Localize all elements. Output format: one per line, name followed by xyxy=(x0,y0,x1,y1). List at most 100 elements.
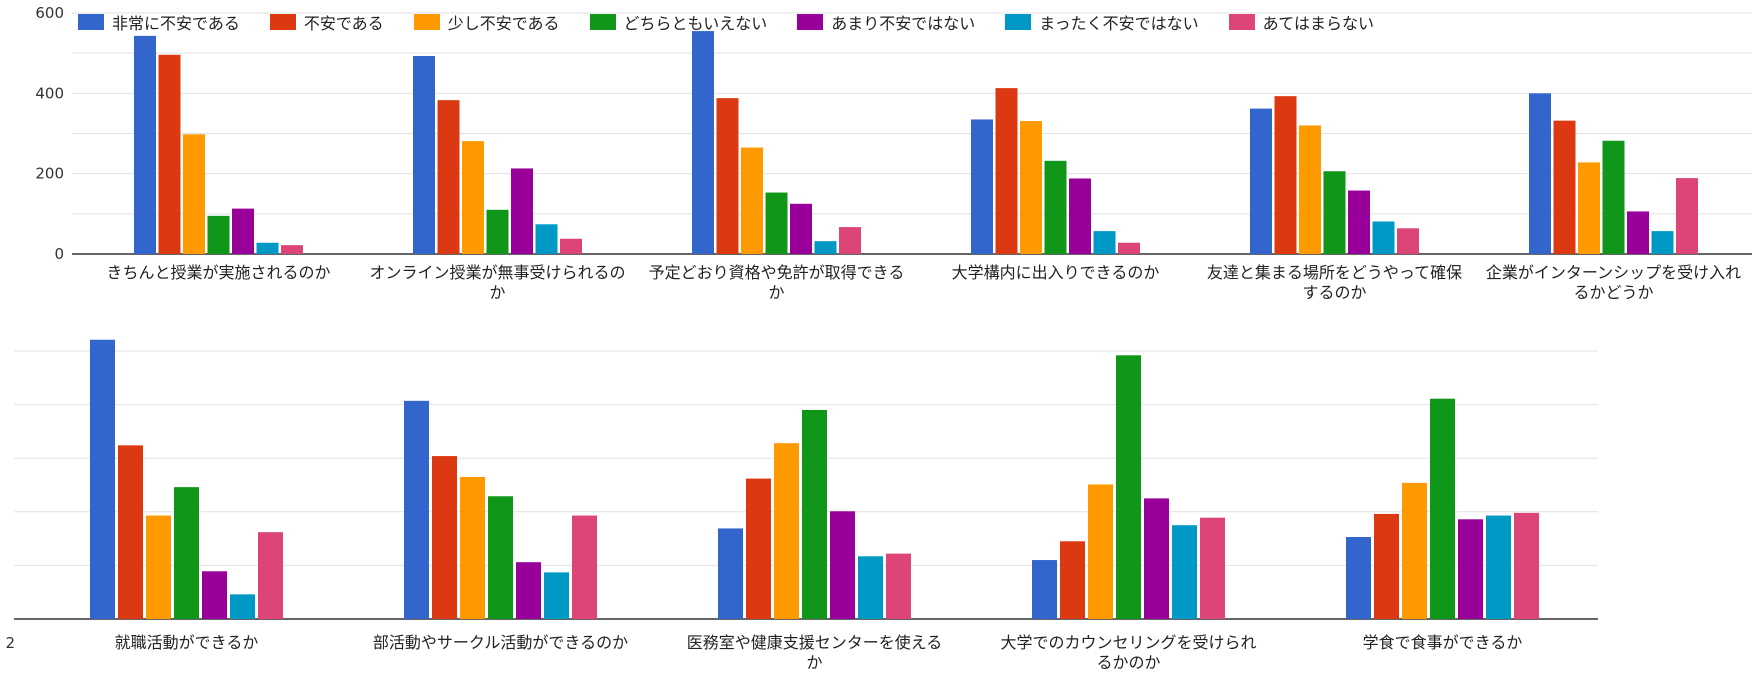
x-category-label: 医務室や健康支援センターを使える xyxy=(687,633,943,652)
bar xyxy=(462,141,484,254)
x-category-label: 大学でのカウンセリングを受けられ xyxy=(1000,633,1256,652)
legend-item: まったく不安ではない xyxy=(1005,10,1199,34)
legend-swatch xyxy=(413,14,440,30)
legend-label: 非常に不安である xyxy=(112,14,240,33)
bar xyxy=(1172,525,1197,619)
bar xyxy=(1651,231,1674,254)
legend-item: どちらともいえない xyxy=(589,10,768,34)
bar xyxy=(995,88,1018,254)
bar xyxy=(1093,231,1116,254)
x-category-label: か xyxy=(489,283,505,302)
bar xyxy=(741,147,763,254)
bar xyxy=(486,209,509,254)
x-category-label: 友達と集まる場所をどうやって確保 xyxy=(1207,263,1462,282)
bar xyxy=(1044,160,1067,254)
legend-label: どちらともいえない xyxy=(623,14,768,33)
bar xyxy=(202,571,227,619)
legend-label: まったく不安ではない xyxy=(1039,14,1199,33)
x-category-label: 学食で食事ができるか xyxy=(1363,633,1523,652)
legend-item: 非常に不安である xyxy=(78,10,240,34)
y-tick-label: 200 xyxy=(35,165,64,183)
bar xyxy=(1069,178,1091,254)
bar xyxy=(511,168,533,254)
bar xyxy=(1627,211,1649,254)
bar xyxy=(746,478,771,619)
bar xyxy=(1088,484,1113,619)
legend-swatch xyxy=(269,14,296,30)
bar xyxy=(1250,108,1272,254)
bar xyxy=(230,594,255,619)
legend-item: あてはまらない xyxy=(1228,10,1374,34)
bar xyxy=(1032,560,1057,619)
bar xyxy=(207,215,230,254)
bar xyxy=(1374,513,1399,619)
bar xyxy=(256,242,279,254)
y-tick-label: 2 xyxy=(5,634,15,652)
legend-swatch xyxy=(1005,14,1032,30)
bar xyxy=(232,208,254,254)
bar xyxy=(1274,96,1297,255)
x-category-label: するのか xyxy=(1302,283,1366,302)
bar xyxy=(790,203,812,254)
bar xyxy=(839,227,861,254)
bar xyxy=(1200,517,1225,619)
bar xyxy=(437,100,460,254)
bar xyxy=(1430,398,1455,619)
x-category-label: オンライン授業が無事受けられるの xyxy=(369,263,625,282)
bar xyxy=(1458,519,1483,619)
x-category-label: るかどうか xyxy=(1573,283,1653,302)
bar xyxy=(432,456,457,619)
legend-label: あてはまらない xyxy=(1262,14,1374,33)
bar xyxy=(146,515,171,619)
bar xyxy=(814,241,837,254)
bar xyxy=(1578,162,1600,254)
bar xyxy=(1529,93,1551,254)
legend-item: 少し不安である xyxy=(413,10,560,34)
bar xyxy=(1346,536,1371,619)
bar xyxy=(281,245,303,254)
bar xyxy=(488,496,513,619)
bar xyxy=(118,445,143,619)
bar xyxy=(886,553,911,619)
legend-label: 少し不安である xyxy=(447,14,560,33)
legend-swatch xyxy=(797,14,824,30)
bar xyxy=(516,562,541,619)
bar xyxy=(774,443,799,619)
bar xyxy=(1060,541,1085,619)
bar xyxy=(90,339,115,619)
x-category-label: きちんと授業が実施されるのか xyxy=(106,263,330,282)
bar xyxy=(1020,121,1042,254)
bar xyxy=(572,515,597,619)
x-category-label: 部活動やサークル活動ができるのか xyxy=(373,633,628,652)
bar xyxy=(134,35,156,254)
bar xyxy=(544,572,569,619)
bar xyxy=(1602,140,1625,254)
legend-label: 不安である xyxy=(303,14,384,33)
bar xyxy=(1348,190,1370,254)
bar xyxy=(716,98,739,254)
x-category-label: るかのか xyxy=(1096,653,1160,672)
bar xyxy=(971,119,993,254)
bar xyxy=(460,476,485,619)
bar xyxy=(535,224,558,254)
x-category-label: 就職活動ができるか xyxy=(115,633,259,652)
bar xyxy=(1323,171,1346,254)
bar xyxy=(692,31,714,255)
bar xyxy=(1676,178,1698,254)
y-tick-label: 600 xyxy=(35,4,64,22)
bar xyxy=(718,528,743,619)
bar xyxy=(174,487,199,619)
x-category-label: 大学構内に出入りできるのか xyxy=(952,263,1160,282)
bar xyxy=(1486,515,1511,619)
x-category-label: か xyxy=(806,653,822,672)
legend-label: あまり不安ではない xyxy=(831,14,976,33)
chart-legend: 非常に不安である 不安である 少し不安である どちらともいえない あまり不安ではない まっ… xyxy=(78,10,1404,34)
bar xyxy=(413,55,435,254)
legend-swatch xyxy=(589,14,616,30)
bar xyxy=(258,532,283,619)
bar xyxy=(830,511,855,619)
x-category-label: 企業がインターンシップを受け入れ xyxy=(1486,263,1741,282)
x-category-label: か xyxy=(768,283,784,302)
bar xyxy=(1118,242,1140,254)
